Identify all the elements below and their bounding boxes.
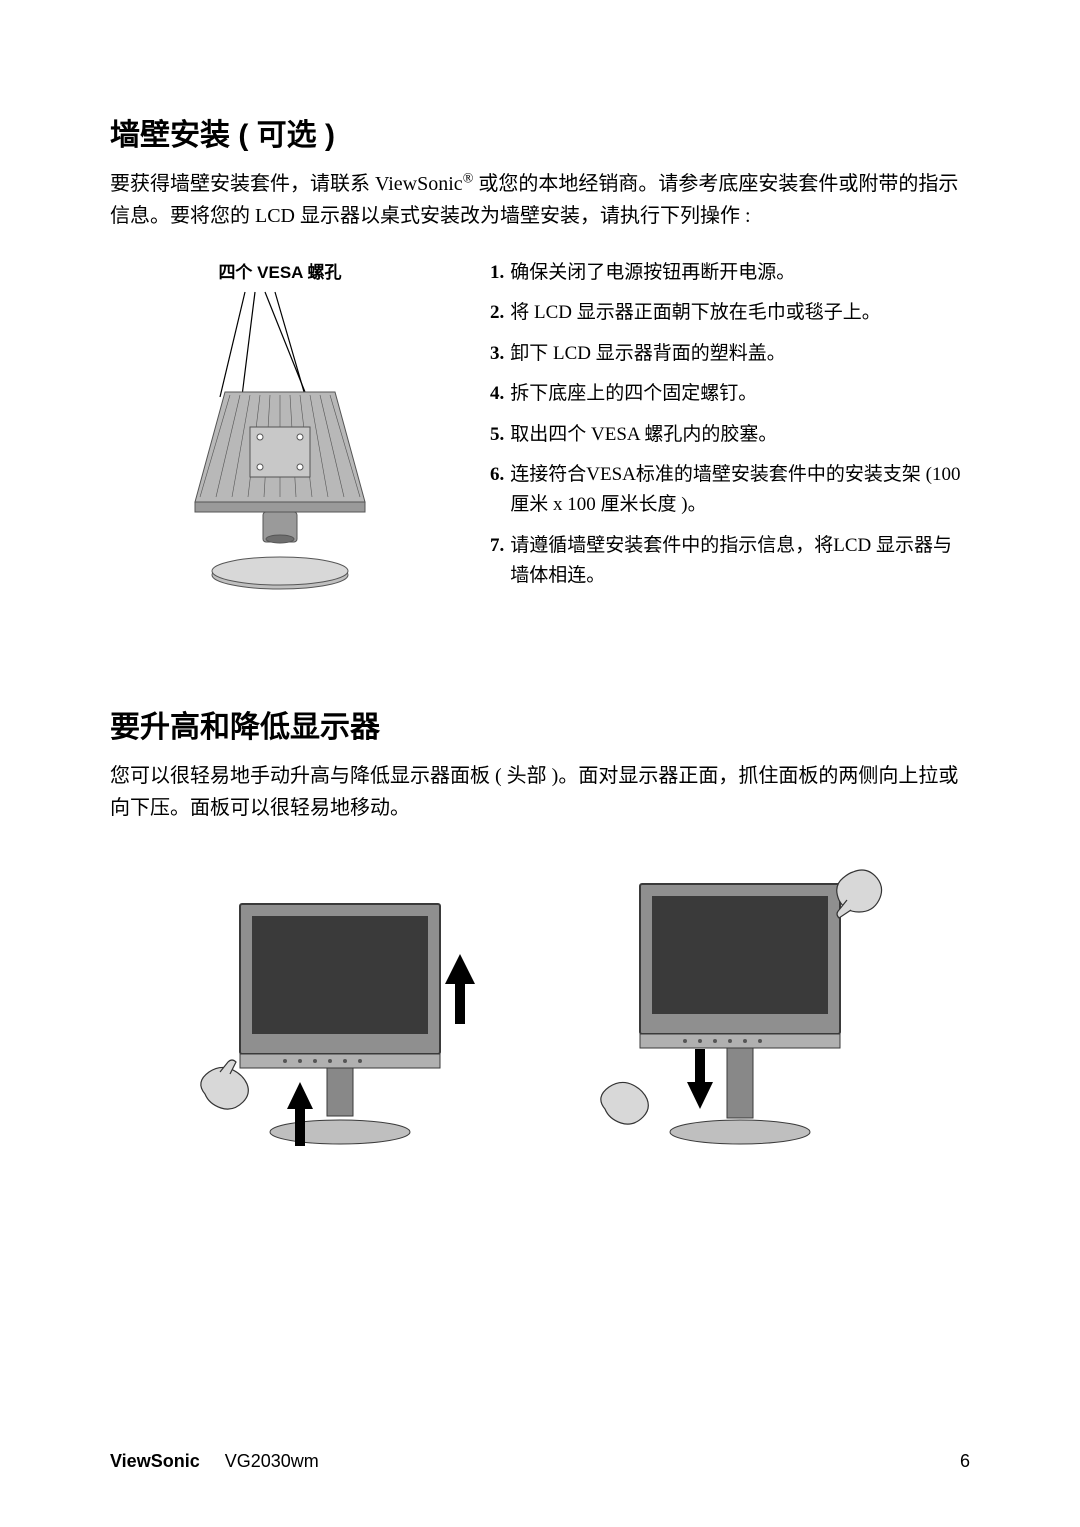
wall-mount-intro: 要获得墙壁安装套件，请联系 ViewSonic® 或您的本地经销商。请参考底座安… — [110, 168, 970, 232]
vesa-label: 四个 VESA 螺孔 — [218, 258, 341, 283]
wall-mount-steps: 1.确保关闭了电源按钮再断开电源。 2.将 LCD 显示器正面朝下放在毛巾或毯子… — [490, 258, 970, 602]
step-3: 3.卸下 LCD 显示器背面的塑料盖。 — [490, 339, 970, 369]
height-adjust-diagrams — [110, 864, 970, 1164]
height-adjust-heading: 要升高和降低显示器 — [110, 702, 970, 746]
reg-mark: ® — [463, 171, 474, 186]
step-1: 1.确保关闭了电源按钮再断开电源。 — [490, 258, 970, 288]
vesa-diagram: 四个 VESA 螺孔 — [110, 258, 450, 602]
lower-illustration — [585, 864, 895, 1164]
footer-page: 6 — [960, 1451, 970, 1472]
intro-pre: 要获得墙壁安装套件，请联系 ViewSonic — [110, 173, 463, 195]
monitor-back-illustration — [150, 287, 410, 597]
footer-model: VG2030wm — [225, 1451, 319, 1471]
footer-brand: ViewSonic — [110, 1451, 200, 1471]
step-4: 4.拆下底座上的四个固定螺钉。 — [490, 379, 970, 409]
step-2: 2.将 LCD 显示器正面朝下放在毛巾或毯子上。 — [490, 298, 970, 328]
footer-left: ViewSonic VG2030wm — [110, 1451, 319, 1472]
wall-mount-row: 四个 VESA 螺孔 — [110, 258, 970, 602]
step-7: 7.请遵循墙壁安装套件中的指示信息，将LCD 显示器与墙体相连。 — [490, 531, 970, 592]
step-5: 5.取出四个 VESA 螺孔内的胶塞。 — [490, 420, 970, 450]
wall-mount-heading: 墙壁安装 ( 可选 ) — [110, 110, 970, 154]
step-6: 6.连接符合VESA标准的墙壁安装套件中的安装支架 (100 厘米 x 100 … — [490, 460, 970, 521]
raise-illustration — [185, 864, 495, 1164]
page-footer: ViewSonic VG2030wm 6 — [110, 1451, 970, 1472]
height-adjust-intro: 您可以很轻易地手动升高与降低显示器面板 ( 头部 )。面对显示器正面，抓住面板的… — [110, 760, 970, 824]
